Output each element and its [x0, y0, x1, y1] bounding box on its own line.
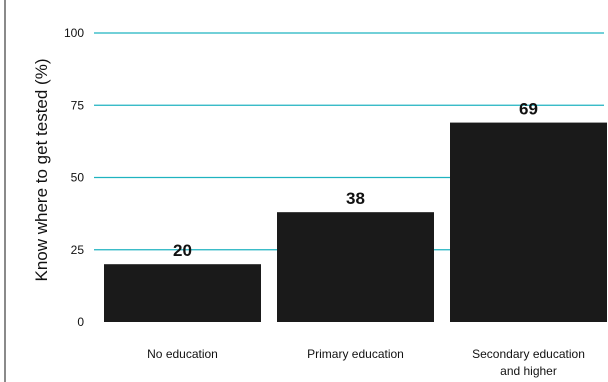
data-label-0: 20	[173, 241, 192, 260]
y-tick-label: 25	[71, 243, 85, 257]
bar-2	[450, 122, 607, 322]
y-axis-label: Know where to get tested (%)	[32, 58, 51, 281]
x-tick-label: Secondary education	[472, 347, 585, 361]
left-border-line	[4, 0, 6, 382]
y-tick-label: 0	[77, 315, 84, 329]
data-label-1: 38	[346, 189, 365, 208]
x-tick-label: and higher	[500, 364, 557, 378]
data-label-2: 69	[519, 100, 538, 119]
y-tick-label: 100	[64, 26, 84, 40]
y-axis-ticks: 0 25 50 75 100	[64, 26, 84, 329]
bars	[104, 122, 607, 322]
x-axis-ticks: No education Primary education Secondary e…	[147, 347, 585, 378]
bar-1	[277, 212, 434, 322]
y-tick-label: 75	[71, 98, 85, 112]
x-tick-label: No education	[147, 347, 218, 361]
data-labels: 20 38 69	[173, 100, 538, 261]
x-tick-label: Primary education	[307, 347, 404, 361]
y-tick-label: 50	[71, 171, 85, 185]
bar-0	[104, 264, 261, 322]
